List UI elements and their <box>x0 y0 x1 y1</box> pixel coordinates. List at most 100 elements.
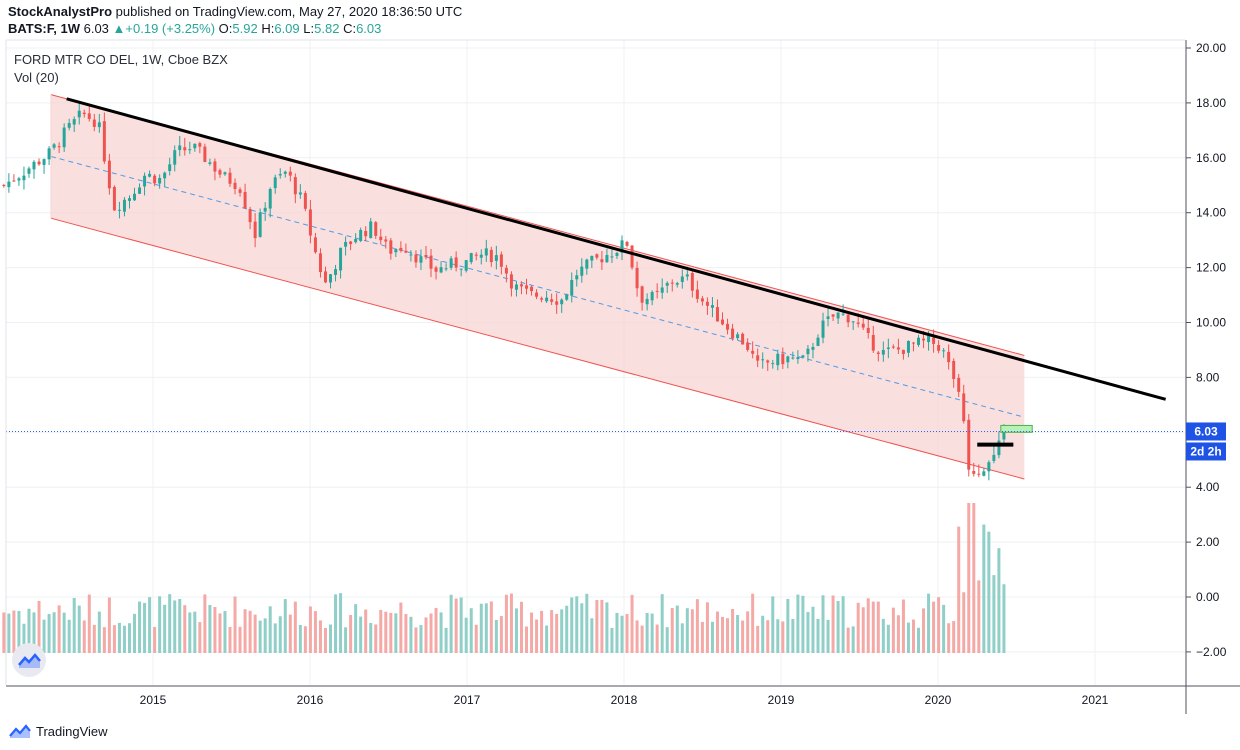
candle-body <box>715 307 719 322</box>
countdown-tag <box>1186 442 1226 461</box>
x-tick-label: 2021 <box>1082 693 1109 707</box>
candle-body <box>600 259 604 263</box>
candle-body <box>605 254 609 263</box>
candle-body <box>379 236 383 241</box>
tradingview-badge-icon[interactable] <box>12 643 46 677</box>
volume-bar <box>77 605 81 653</box>
candle-body <box>464 260 468 271</box>
publish-info: StockAnalystPro published on TradingView… <box>8 4 462 19</box>
candle-body <box>841 313 845 315</box>
candle-body <box>766 360 770 363</box>
tradingview-footer[interactable]: TradingView <box>8 722 108 740</box>
candle-body <box>560 299 564 305</box>
volume-bar <box>344 627 348 653</box>
volume-bar <box>183 605 187 653</box>
candle-body <box>57 146 61 148</box>
candle-body <box>861 323 865 328</box>
volume-legend[interactable]: Vol (20) <box>14 70 59 85</box>
volume-bar <box>228 627 232 653</box>
candle-body <box>143 175 147 187</box>
candle-body <box>922 338 926 341</box>
candle-body <box>127 198 131 201</box>
volume-bar <box>82 620 86 653</box>
candle-body <box>178 145 182 151</box>
volume-bar <box>514 608 518 653</box>
candle-body <box>298 192 302 195</box>
volume-bar <box>816 618 820 653</box>
candle-body <box>258 212 262 237</box>
candle-body <box>690 273 694 291</box>
publisher-name[interactable]: StockAnalystPro <box>8 4 113 19</box>
volume-bar <box>454 598 458 653</box>
volume-bar <box>117 622 121 653</box>
candle-body <box>82 112 86 115</box>
volume-bar <box>42 619 46 653</box>
candle-body <box>660 287 664 293</box>
volume-bar <box>283 599 287 653</box>
candle-body <box>746 342 750 350</box>
volume-bar <box>560 609 564 653</box>
volume-bar <box>138 601 142 653</box>
candle-body <box>806 348 810 355</box>
candle-body <box>494 255 498 261</box>
candle-body <box>595 254 599 258</box>
volume-bar <box>127 623 131 653</box>
volume-bar <box>836 601 840 653</box>
volume-bar <box>615 612 619 653</box>
candle-body <box>821 320 825 338</box>
candle-body <box>972 471 976 474</box>
candle-body <box>831 314 835 317</box>
volume-bar <box>504 594 508 653</box>
candle-body <box>364 230 368 237</box>
candle-body <box>97 122 101 128</box>
candle-body <box>47 148 51 160</box>
volume-bar <box>555 613 559 653</box>
candle-body <box>876 352 880 354</box>
candle-body <box>499 254 503 267</box>
volume-bar <box>911 619 915 653</box>
volume-bar <box>37 600 41 653</box>
volume-bar <box>786 598 790 653</box>
candle-body <box>384 239 388 242</box>
chart-legend-title[interactable]: FORD MTR CO DEL, 1W, Cboe BZX <box>14 52 228 67</box>
y-tick-label: −2.00 <box>1196 645 1227 659</box>
candle-body <box>555 301 559 305</box>
candle-body <box>7 181 11 188</box>
candle-body <box>117 209 121 211</box>
volume-bar <box>776 619 780 653</box>
volume-bar <box>238 626 242 653</box>
volume-bar <box>273 623 277 653</box>
volume-bar <box>942 604 946 653</box>
candle-body <box>163 172 167 179</box>
candle-body <box>323 271 327 283</box>
candle-body <box>424 254 428 258</box>
volume-bar <box>218 613 222 653</box>
volume-bar <box>932 601 936 653</box>
volume-bar <box>133 613 137 653</box>
candle-body <box>937 345 941 351</box>
candle-body <box>303 193 307 209</box>
channel-lower <box>50 217 1025 480</box>
volume-bar <box>917 627 921 653</box>
volume-bar <box>901 599 905 653</box>
candle-body <box>32 161 36 170</box>
volume-bar <box>12 610 16 653</box>
volume-bar <box>97 611 101 653</box>
volume-bar <box>374 624 378 653</box>
volume-bar <box>484 603 488 653</box>
volume-bar <box>811 606 815 653</box>
volume-bar <box>313 611 317 653</box>
candle-body <box>248 209 252 223</box>
candle-body <box>253 221 257 239</box>
volume-bar <box>866 598 870 653</box>
close-value: 6.03 <box>356 21 382 36</box>
candle-body <box>640 286 644 303</box>
volume-bar <box>414 627 418 653</box>
y-tick-label: 12.00 <box>1196 261 1226 275</box>
high-label: H: <box>261 21 275 36</box>
candle-body <box>911 342 915 344</box>
volume-bar <box>52 612 56 653</box>
volume-bar <box>726 618 730 653</box>
volume-bar <box>349 615 353 653</box>
